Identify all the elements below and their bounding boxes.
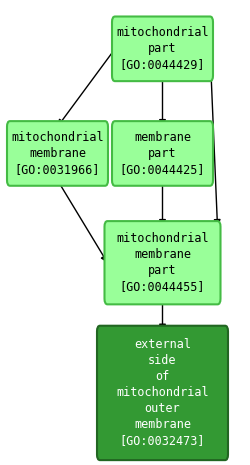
Text: membrane
part
[GO:0044425]: membrane part [GO:0044425] — [120, 131, 205, 176]
FancyBboxPatch shape — [112, 121, 213, 186]
FancyBboxPatch shape — [7, 121, 108, 186]
Text: external
side
of
mitochondrial
outer
membrane
[GO:0032473]: external side of mitochondrial outer mem… — [116, 339, 209, 447]
FancyBboxPatch shape — [104, 221, 220, 305]
Text: mitochondrial
membrane
[GO:0031966]: mitochondrial membrane [GO:0031966] — [11, 131, 104, 176]
FancyBboxPatch shape — [112, 17, 213, 81]
Text: mitochondrial
part
[GO:0044429]: mitochondrial part [GO:0044429] — [116, 27, 209, 71]
FancyBboxPatch shape — [97, 326, 228, 460]
Text: mitochondrial
membrane
part
[GO:0044455]: mitochondrial membrane part [GO:0044455] — [116, 232, 209, 293]
